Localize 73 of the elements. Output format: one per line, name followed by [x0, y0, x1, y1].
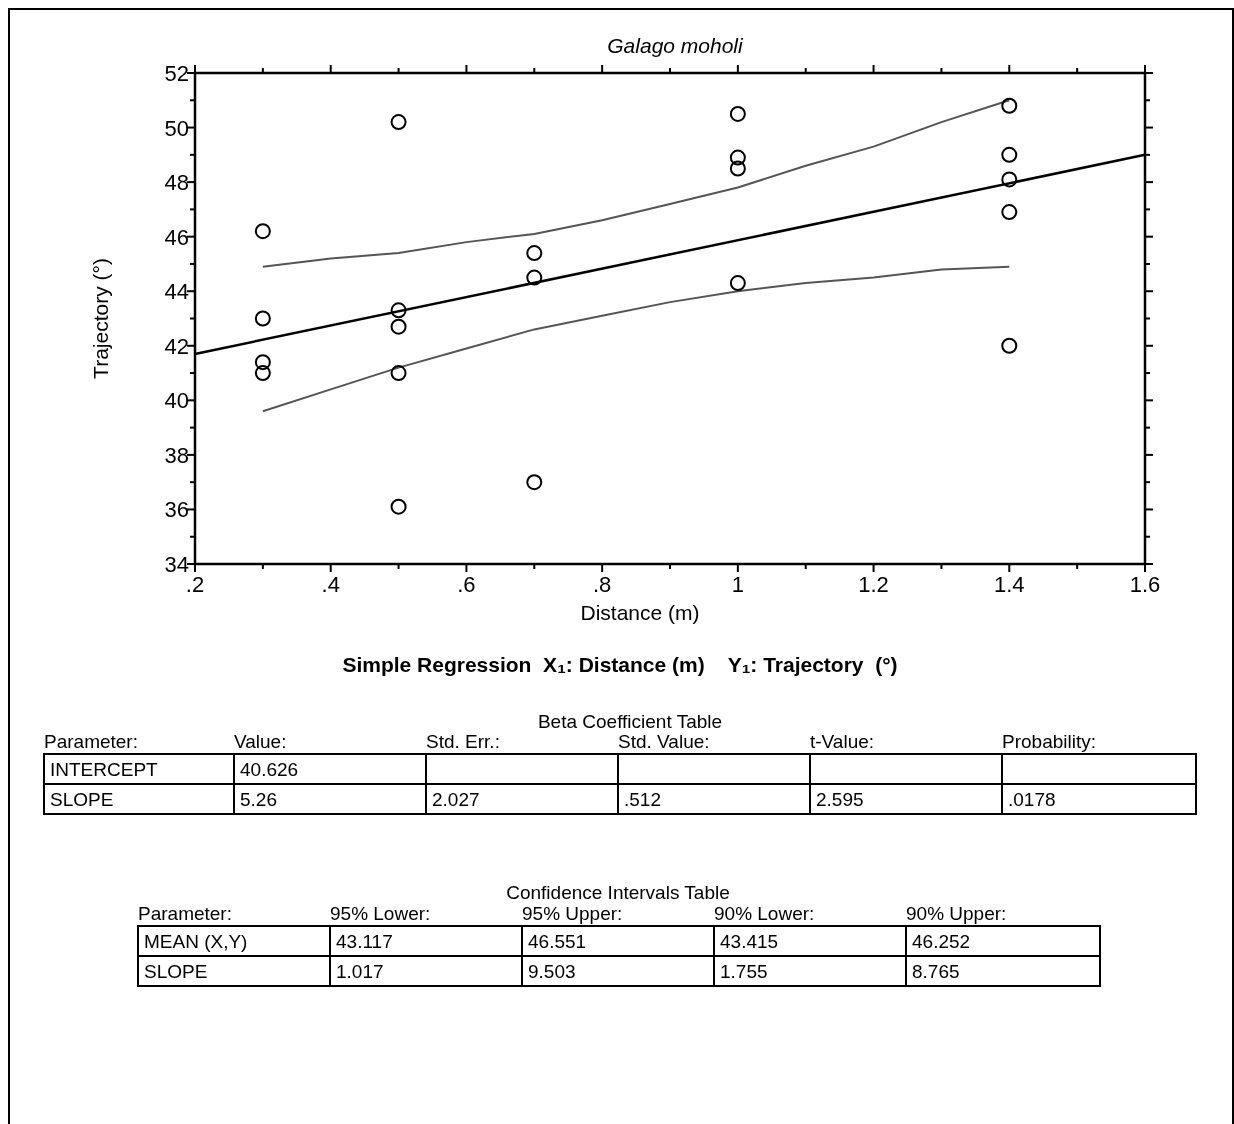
text: Parameter: [44, 731, 138, 752]
text: Std. Value: [618, 731, 710, 752]
x-tick-label: .8 [592, 572, 612, 597]
text: Confidence Intervals Table [506, 882, 730, 903]
point [1001, 97, 1018, 114]
text: INTERCEPT [50, 759, 159, 780]
point [729, 105, 746, 122]
x-tick-label: 1.2 [858, 572, 889, 597]
text: 2.595 [816, 789, 864, 810]
point [1001, 146, 1018, 163]
point [729, 160, 746, 177]
text: MEAN (X,Y) [144, 931, 248, 952]
y-tick-label: 46 [164, 224, 189, 250]
point [254, 365, 271, 382]
text: 40.626 [240, 759, 299, 780]
text: Beta Coefficient Table [537, 711, 723, 732]
text: 46.252 [912, 931, 971, 952]
point [526, 245, 543, 262]
text: SLOPE [144, 961, 208, 982]
point [390, 114, 407, 131]
y-tick-label: 42 [164, 333, 189, 359]
y-tick-label: 40 [164, 388, 189, 414]
x-tick-label: .4 [321, 572, 340, 597]
x-tick-label: 1 [731, 572, 744, 597]
point [254, 310, 271, 327]
x-tick-label: .6 [457, 572, 476, 597]
point [526, 474, 543, 491]
point [390, 302, 407, 319]
point [526, 269, 543, 286]
text: 46.551 [528, 931, 587, 952]
text: Probability: [1002, 731, 1096, 752]
text: 1.755 [720, 961, 768, 982]
x-tick-label: 1.4 [993, 572, 1025, 597]
point [729, 275, 746, 292]
y-tick-label: 52 [164, 61, 189, 86]
point [1001, 337, 1018, 354]
point [729, 149, 746, 166]
chart-title: Galago moholi [607, 34, 745, 57]
text: 9.503 [528, 961, 576, 982]
y-tick-label: 50 [164, 115, 189, 141]
text: 8.765 [912, 961, 960, 982]
point [254, 354, 271, 371]
text: 90% Lower: [714, 903, 815, 924]
point [1001, 204, 1018, 221]
x-axis-title: Distance (m) [580, 601, 700, 624]
y-axis-title: Trajectory (°) [89, 258, 112, 379]
text: t-Value: [810, 731, 875, 752]
point [390, 498, 407, 515]
text: SLOPE [50, 789, 114, 810]
x-tick-label: 1.6 [1129, 572, 1161, 597]
y-tick-label: 48 [164, 170, 189, 196]
point [254, 223, 271, 240]
line-series [261, 265, 1011, 413]
point [390, 318, 407, 335]
point [1001, 171, 1018, 188]
text: 90% Upper: [906, 903, 1007, 924]
text: Simple Regression X₁: Distance (m) Y₁: Trajectory (°) [342, 653, 898, 676]
text: 2.027 [432, 789, 480, 810]
text: .0178 [1008, 789, 1056, 810]
y-tick-label: 36 [164, 497, 189, 523]
text: 5.26 [240, 789, 277, 810]
text: 95% Lower: [330, 903, 431, 924]
text: 1.017 [336, 961, 384, 982]
y-tick-label: 38 [164, 442, 189, 468]
text: Value: [234, 731, 287, 752]
text: Std. Err.: [426, 731, 500, 752]
text: 95% Upper: [522, 903, 623, 924]
text: Parameter: [138, 903, 232, 924]
point [390, 365, 407, 382]
y-tick-label: 44 [164, 279, 189, 305]
text: 43.117 [336, 931, 393, 952]
text: .512 [624, 789, 661, 810]
text: 43.415 [720, 931, 779, 952]
